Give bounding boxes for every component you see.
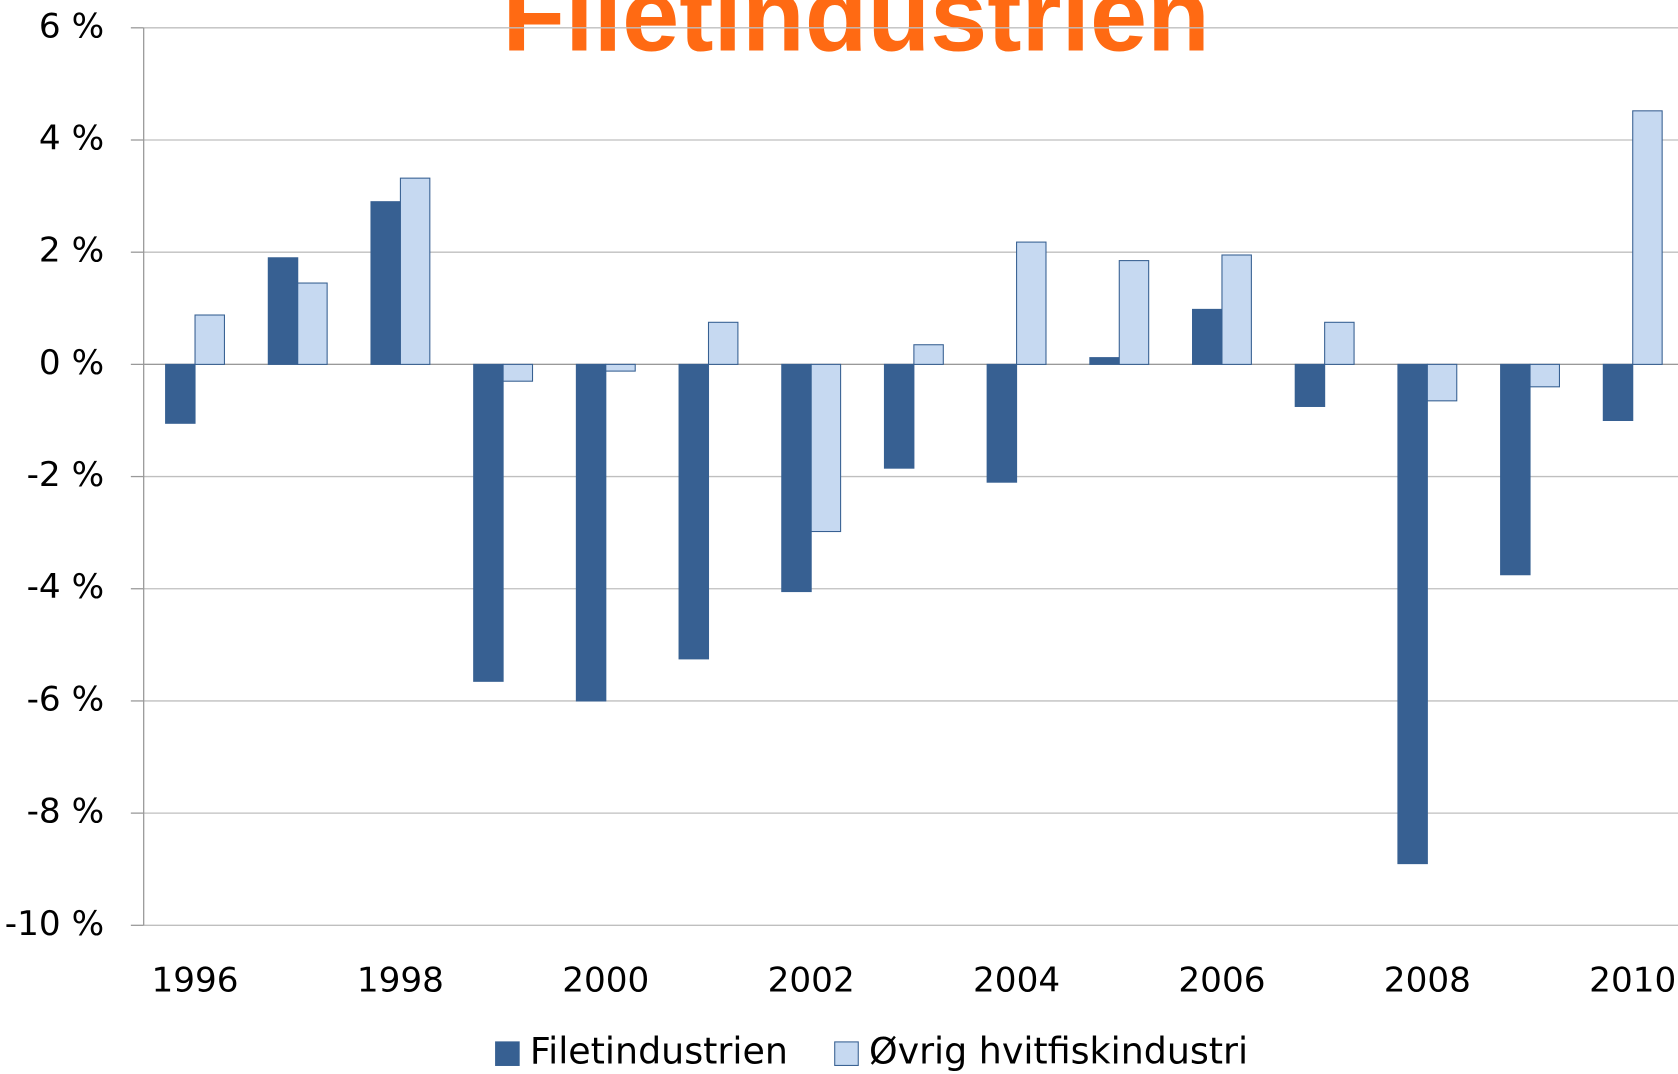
bar	[678, 363, 710, 660]
bar	[1192, 308, 1223, 365]
y-tick-label: 0 %	[39, 343, 104, 383]
bar	[502, 363, 534, 382]
bar	[194, 314, 225, 365]
x-tick-label: 1998	[357, 961, 444, 1001]
bar	[1397, 363, 1428, 865]
bar	[707, 321, 739, 365]
y-tick-label: -8 %	[27, 792, 105, 832]
x-tick-label: 2002	[768, 961, 855, 1001]
bar	[1500, 363, 1531, 576]
bar	[810, 363, 842, 533]
bar	[883, 363, 915, 469]
legend-swatch	[834, 1041, 859, 1066]
y-tick-label: 6 %	[39, 6, 104, 46]
bar	[986, 363, 1018, 483]
legend-label: Filetindustrien	[530, 1030, 788, 1073]
bar	[1426, 363, 1458, 402]
legend-swatch	[495, 1041, 520, 1066]
bar	[370, 201, 401, 365]
y-tick-label: -4 %	[27, 567, 105, 607]
bar	[267, 257, 299, 365]
y-tick-label: -6 %	[27, 679, 105, 719]
bar	[473, 363, 504, 682]
x-tick-label: 2008	[1384, 961, 1471, 1001]
bar	[1632, 110, 1663, 365]
y-tick-label: -2 %	[27, 455, 105, 495]
bar	[297, 282, 328, 365]
bar	[1602, 363, 1634, 422]
legend-label: Øvrig hvitfiskindustri	[869, 1030, 1248, 1073]
bar	[1324, 321, 1355, 365]
x-tick-label: 2006	[1178, 961, 1265, 1001]
x-tick-label: 2010	[1589, 961, 1676, 1001]
y-tick-label: 2 %	[39, 231, 104, 271]
chart-title: Filetindustrien	[502, 0, 1209, 73]
bar	[1118, 260, 1150, 365]
bar	[1221, 254, 1252, 365]
bar	[1529, 363, 1560, 388]
bar	[1016, 241, 1047, 365]
x-tick-label: 2004	[973, 961, 1060, 1001]
bar	[1294, 363, 1326, 407]
bar	[605, 363, 636, 372]
x-tick-label: 1996	[151, 961, 238, 1001]
y-tick-label: 4 %	[39, 118, 104, 158]
bar	[575, 363, 607, 702]
bar	[165, 363, 196, 424]
bar	[781, 363, 812, 593]
y-tick-label: -10 %	[5, 904, 104, 944]
bar	[399, 177, 431, 365]
bar	[1089, 357, 1120, 365]
x-tick-label: 2000	[562, 961, 649, 1001]
bar	[913, 344, 944, 365]
